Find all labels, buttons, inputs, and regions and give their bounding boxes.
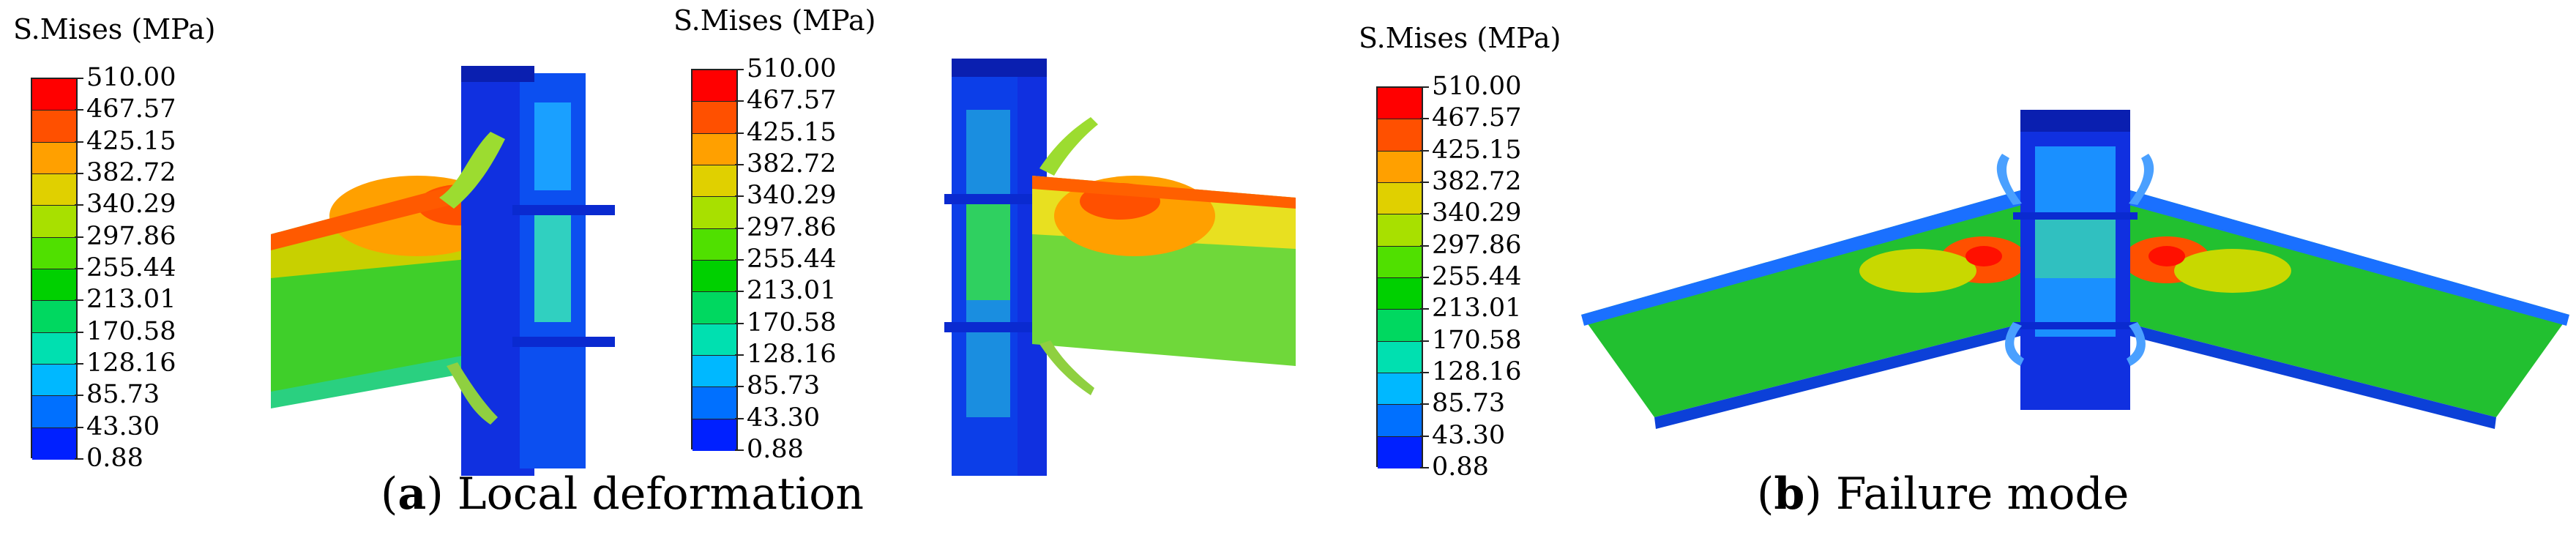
legend-value: 43.30 <box>74 411 160 441</box>
legend-swatch <box>1378 310 1422 342</box>
caption-a-text: Local deformation <box>443 468 865 520</box>
legend-value: 43.30 <box>1419 420 1506 450</box>
legend-color-bar <box>1376 86 1423 468</box>
legend-value: 213.01 <box>1419 294 1522 324</box>
legend-value: 340.29 <box>1419 198 1522 228</box>
legend-value: 128.16 <box>1419 356 1522 386</box>
legend-value: 128.16 <box>734 339 837 369</box>
caption-b-letter: b <box>1774 468 1805 520</box>
legend-swatch <box>1378 182 1422 215</box>
legend-value: 297.86 <box>74 221 176 251</box>
legend-value: 297.86 <box>1419 230 1522 260</box>
legend-value: 510.00 <box>734 54 837 83</box>
legend-swatch <box>1378 88 1422 120</box>
fem-model-failure-mode <box>1581 110 2569 429</box>
legend-value: 170.58 <box>74 316 176 346</box>
legend-color-bar <box>691 69 738 451</box>
legend-title: S.Mises (MPa) <box>673 4 876 37</box>
legend-swatch <box>32 173 76 206</box>
legend-swatch <box>692 228 736 261</box>
legend-value: 382.72 <box>74 157 176 187</box>
legend-swatch <box>692 260 736 293</box>
legend-value: 467.57 <box>734 86 837 116</box>
legend-value: 85.73 <box>1419 389 1506 419</box>
legend-value: 510.00 <box>74 63 176 92</box>
legend-value: 425.15 <box>1419 135 1522 165</box>
legend-value: 0.88 <box>1420 452 1489 482</box>
legend-value: 85.73 <box>74 380 160 410</box>
legend-swatch <box>692 387 736 419</box>
caption-a: (a) Local deformation <box>381 468 865 520</box>
legend-swatch <box>32 332 76 365</box>
legend-swatch <box>692 324 736 356</box>
legend-swatch <box>1378 373 1422 406</box>
legend-value: 213.01 <box>734 276 837 306</box>
legend-swatch <box>1378 277 1422 310</box>
legend-swatch <box>32 111 76 143</box>
legend-swatch <box>692 419 736 451</box>
legend-value: 510.00 <box>1419 72 1522 101</box>
legend-swatch <box>1378 405 1422 437</box>
legend-swatch <box>692 355 736 388</box>
legend-swatch <box>32 301 76 333</box>
legend-value: 170.58 <box>734 307 837 337</box>
legend-value: 43.30 <box>734 403 821 433</box>
legend-value: 85.73 <box>734 371 821 401</box>
legend-value: 128.16 <box>74 348 176 378</box>
legend-swatch <box>692 102 736 134</box>
legend-swatch <box>32 142 76 174</box>
fem-model-local-view-2 <box>944 59 1296 476</box>
legend-value: 467.57 <box>1419 103 1522 133</box>
legend-swatch <box>1378 436 1422 468</box>
legend-swatch <box>1378 151 1422 183</box>
legend-title: S.Mises (MPa) <box>13 13 216 45</box>
legend-value: 0.88 <box>75 443 143 473</box>
legend-swatch <box>692 133 736 165</box>
legend-value: 213.01 <box>74 285 176 315</box>
legend-value: 255.44 <box>74 253 176 283</box>
legend-swatch <box>692 70 736 102</box>
fem-model-local-view-1 <box>271 66 615 476</box>
caption-a-letter: a <box>397 468 427 520</box>
legend-value: 255.44 <box>1419 261 1522 291</box>
legend-swatch <box>1378 214 1422 247</box>
legend-value: 297.86 <box>734 212 837 242</box>
legend-swatch <box>692 197 736 229</box>
legend-swatch <box>1378 341 1422 373</box>
legend-value: 425.15 <box>734 117 837 147</box>
legend-swatch <box>692 165 736 198</box>
legend-swatch <box>1378 246 1422 278</box>
caption-b: (b) Failure mode <box>1757 468 2129 520</box>
legend-swatch <box>32 364 76 397</box>
legend-swatch <box>32 396 76 428</box>
legend-value: 170.58 <box>1419 325 1522 355</box>
legend-swatch <box>32 269 76 302</box>
legend-value: 382.72 <box>1419 166 1522 196</box>
legend-value: 0.88 <box>735 434 804 464</box>
legend-value: 340.29 <box>74 190 176 220</box>
legend-title: S.Mises (MPa) <box>1359 22 1561 54</box>
legend-swatch <box>32 427 76 460</box>
legend-swatch <box>1378 119 1422 152</box>
legend-swatch <box>32 237 76 269</box>
legend-value: 340.29 <box>734 181 837 211</box>
legend-value: 255.44 <box>734 244 837 274</box>
legend-swatch <box>32 206 76 238</box>
legend-value: 382.72 <box>734 149 837 179</box>
caption-b-text: Failure mode <box>1821 468 2129 520</box>
legend-value: 467.57 <box>74 94 176 124</box>
legend-swatch <box>692 292 736 324</box>
legend-color-bar <box>31 78 78 460</box>
legend-value: 425.15 <box>74 126 176 156</box>
legend-swatch <box>32 79 76 111</box>
